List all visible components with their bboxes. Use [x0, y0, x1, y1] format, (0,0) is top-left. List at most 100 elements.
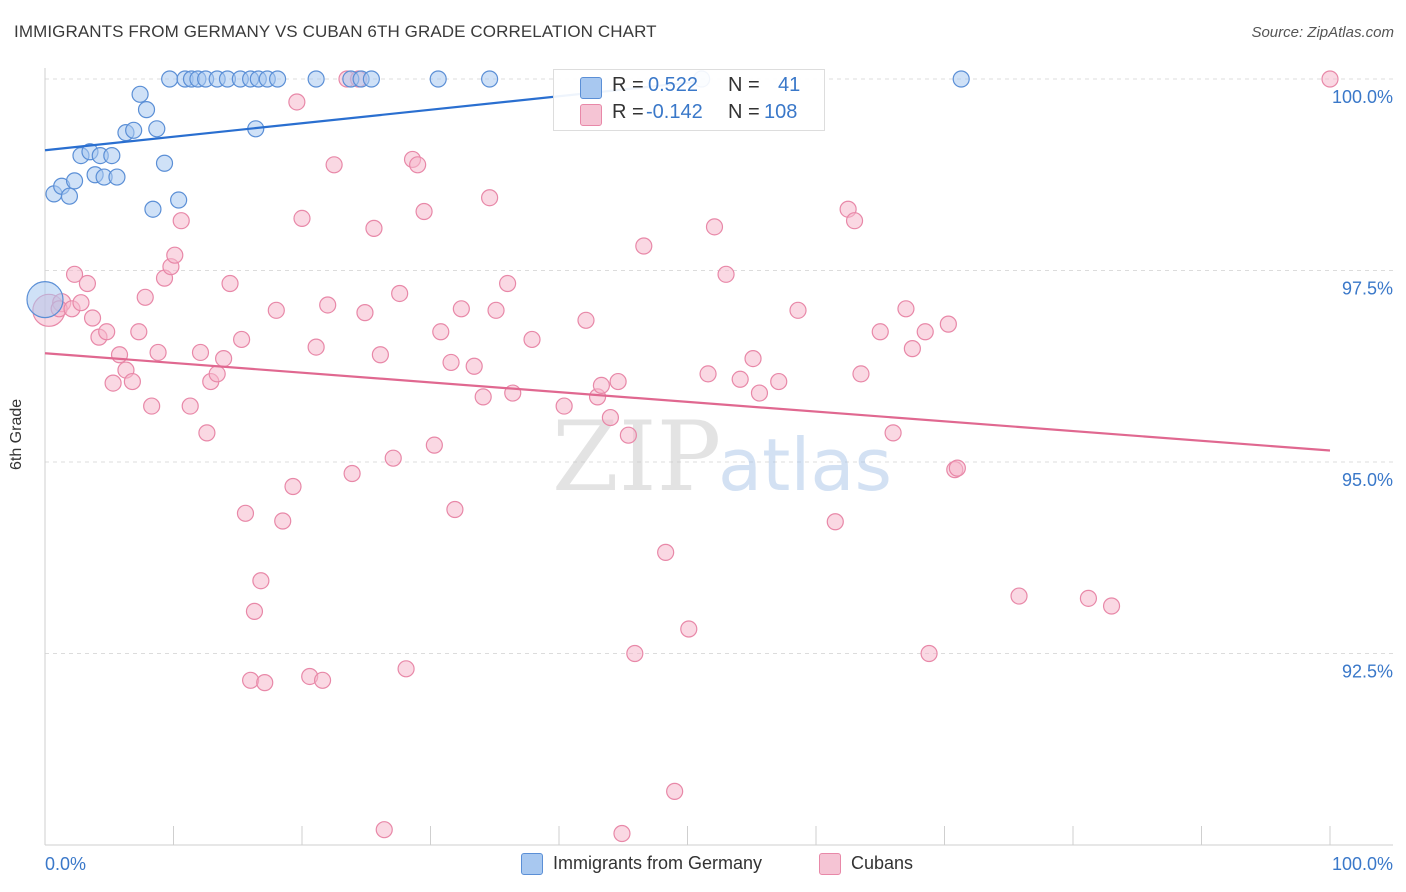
germany-point-11 — [108, 168, 126, 186]
cuban-point-53 — [391, 284, 409, 303]
cuban-point-77 — [619, 426, 637, 444]
cuban-point-9 — [98, 323, 116, 341]
cuban-point-35 — [267, 301, 285, 319]
cuban-point-61 — [446, 500, 464, 519]
germany-point-37 — [429, 70, 447, 88]
cuban-point-95 — [871, 323, 889, 341]
cuban-point-85 — [717, 265, 735, 283]
cuban-point-67 — [499, 274, 517, 293]
r-value: 0.522 — [648, 74, 699, 96]
cuban-point-23 — [191, 343, 210, 362]
legend-label-germany: Immigrants from Germany — [553, 853, 763, 873]
cuban-point-4 — [65, 265, 84, 283]
cuban-point-36 — [274, 512, 292, 530]
legend-swatch-germany — [521, 853, 543, 875]
cuban-point-86 — [731, 370, 749, 388]
n-label: N = — [728, 74, 760, 96]
cuban-point-87 — [744, 349, 762, 368]
germany-point-14 — [131, 85, 149, 103]
cuban-point-43 — [319, 296, 337, 314]
cuban-point-14 — [130, 323, 148, 341]
cuban-point-54 — [397, 660, 415, 678]
cuban-point-46 — [343, 464, 361, 483]
cuban-point-64 — [474, 388, 492, 406]
cuban-point-51 — [375, 821, 393, 839]
germany-point-0 — [26, 281, 64, 319]
cuban-point-29 — [233, 330, 251, 349]
y-tick-label-0: 100.0% — [1332, 87, 1393, 107]
trend-lines — [44, 80, 1331, 452]
cuban-point-105 — [1079, 589, 1098, 607]
cuban-point-78 — [626, 644, 644, 663]
germany-point-4 — [65, 172, 84, 190]
germany-point-15 — [137, 101, 156, 119]
cuban-point-66 — [487, 301, 505, 319]
legend-swatch-cubans — [819, 853, 841, 875]
cuban-point-63 — [465, 357, 483, 375]
germany-points — [26, 70, 970, 319]
cuban-point-97 — [897, 300, 915, 318]
chart-title: IMMIGRANTS FROM GERMANY VS CUBAN 6TH GRA… — [14, 22, 657, 41]
cuban-point-106 — [1102, 597, 1121, 615]
cuban-point-34 — [256, 674, 274, 692]
germany-point-32 — [268, 70, 287, 88]
r-label: R = — [612, 74, 644, 96]
n-label: N = — [728, 101, 760, 123]
cuban-point-50 — [371, 346, 389, 364]
y-tick-label-2: 95.0% — [1342, 470, 1393, 490]
r-value: -0.142 — [646, 101, 703, 123]
legend-label-cubans: Cubans — [851, 853, 914, 873]
cubans-points — [32, 70, 1339, 843]
cuban-point-16 — [143, 397, 161, 415]
cuban-point-100 — [920, 644, 938, 663]
cuban-point-76 — [613, 824, 631, 843]
cuban-point-81 — [666, 782, 684, 800]
cuban-point-79 — [635, 237, 653, 255]
cuban-point-89 — [770, 372, 788, 391]
cuban-point-74 — [601, 408, 620, 427]
cuban-point-73 — [592, 376, 611, 394]
cuban-trend-line — [44, 352, 1331, 452]
x-tick-label-end: 100.0% — [1332, 854, 1393, 874]
cuban-point-57 — [415, 202, 433, 221]
cuban-point-90 — [789, 301, 807, 319]
germany-point-17 — [148, 120, 166, 138]
n-value: 41 — [778, 74, 801, 96]
y-axis-label: 6th Grade — [8, 398, 25, 470]
cuban-point-96 — [884, 424, 902, 442]
germany-point-16 — [144, 200, 162, 218]
y-tick-label-1: 97.5% — [1342, 279, 1393, 299]
cuban-point-49 — [365, 219, 383, 237]
cuban-point-20 — [166, 246, 184, 264]
cuban-point-24 — [198, 424, 216, 442]
cuban-point-39 — [293, 209, 311, 228]
cuban-point-41 — [307, 338, 325, 356]
cuban-point-80 — [657, 543, 675, 561]
germany-point-38 — [481, 70, 499, 88]
cuban-point-88 — [750, 384, 769, 402]
germany-point-18 — [155, 154, 174, 172]
source-label: Source: ZipAtlas.com — [1251, 24, 1394, 41]
cuban-point-84 — [705, 218, 724, 236]
cuban-point-26 — [208, 365, 226, 383]
cuban-point-37 — [284, 477, 302, 496]
cuban-point-6 — [78, 274, 97, 293]
germany-point-20 — [161, 70, 179, 88]
cubans-swatch — [580, 104, 602, 126]
cuban-point-104 — [1010, 587, 1028, 605]
cuban-point-98 — [903, 340, 921, 358]
germany-point-33 — [307, 70, 325, 88]
cuban-point-30 — [236, 504, 255, 522]
germany-point-19 — [170, 191, 188, 209]
cuban-point-42 — [313, 671, 332, 689]
cuban-point-94 — [852, 365, 870, 383]
watermark-atlas: atlas — [718, 423, 892, 507]
cuban-point-28 — [221, 274, 239, 293]
cuban-point-32 — [252, 572, 270, 590]
cuban-point-59 — [432, 323, 450, 341]
cuban-point-83 — [699, 365, 717, 383]
germany-point-10 — [103, 147, 121, 165]
cuban-point-103 — [948, 459, 966, 477]
cuban-point-107 — [1321, 70, 1339, 88]
